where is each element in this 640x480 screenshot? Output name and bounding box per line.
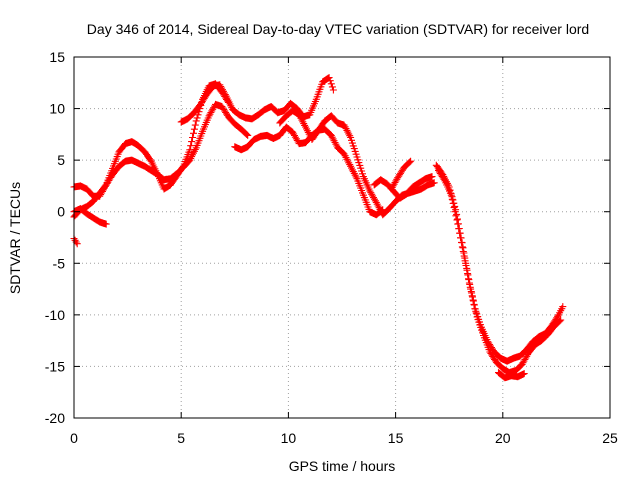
y-axis-label: SDTVAR / TECUs bbox=[7, 182, 23, 294]
grid-lines bbox=[74, 57, 610, 418]
series-track-g bbox=[276, 107, 438, 219]
x-tick-label: 0 bbox=[70, 430, 78, 446]
series-track-e bbox=[177, 74, 337, 126]
series-track-k bbox=[435, 167, 565, 377]
axis-ticks bbox=[73, 56, 611, 419]
x-axis-label: GPS time / hours bbox=[289, 458, 396, 474]
y-tick-label: -15 bbox=[45, 358, 65, 374]
series-track-l bbox=[495, 369, 528, 382]
y-tick-label: -5 bbox=[53, 255, 66, 271]
y-tick-label: -10 bbox=[45, 307, 65, 323]
x-tick-label: 10 bbox=[281, 430, 297, 446]
y-tick-label: -20 bbox=[45, 410, 65, 426]
y-tick-label: 0 bbox=[57, 204, 65, 220]
x-tick-label: 25 bbox=[602, 430, 618, 446]
plus-markers bbox=[177, 74, 337, 126]
data-marks bbox=[70, 74, 567, 382]
y-tick-labels: -20 -15 -10 -5 0 5 10 15 bbox=[45, 49, 65, 426]
plus-markers bbox=[387, 157, 415, 193]
chart-title: Day 346 of 2014, Sidereal Day-to-day VTE… bbox=[87, 21, 589, 37]
series-track-d bbox=[70, 235, 81, 248]
series-track-i bbox=[387, 157, 415, 193]
plus-markers bbox=[370, 173, 436, 202]
plus-markers bbox=[435, 167, 565, 377]
x-tick-labels: 0 5 10 15 20 25 bbox=[70, 430, 618, 446]
series-track-a bbox=[70, 100, 252, 221]
plus-markers bbox=[70, 100, 252, 221]
y-tick-label: 5 bbox=[57, 152, 65, 168]
y-tick-label: 10 bbox=[49, 101, 65, 117]
plus-markers bbox=[70, 235, 81, 248]
y-tick-label: 15 bbox=[49, 49, 65, 65]
x-tick-label: 20 bbox=[495, 430, 511, 446]
series-track-h bbox=[370, 173, 436, 202]
plus-markers bbox=[276, 107, 438, 219]
plot-frame bbox=[73, 56, 611, 419]
plus-markers bbox=[495, 369, 528, 382]
x-tick-label: 15 bbox=[388, 430, 404, 446]
x-tick-label: 5 bbox=[177, 430, 185, 446]
